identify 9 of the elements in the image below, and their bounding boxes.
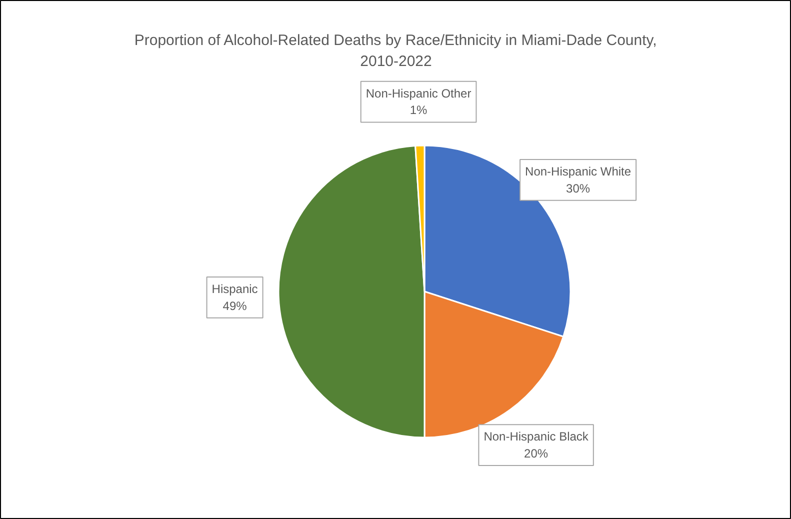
data-label: 1% [410, 103, 428, 118]
slice-label: Non-Hispanic Black [484, 430, 590, 444]
slice-label: Non-Hispanic White [525, 164, 632, 179]
data-label: 49% [222, 298, 248, 313]
chart-title: Proportion of Alcohol-Related Deaths by Race/Ethnicity in Miami-Dade County, 2010-2022 [134, 32, 657, 70]
slice-label: Non-Hispanic Other [366, 86, 472, 100]
data-label: 30% [566, 181, 590, 196]
data-label: 20% [524, 446, 548, 460]
slice-label: Hispanic [212, 282, 258, 296]
